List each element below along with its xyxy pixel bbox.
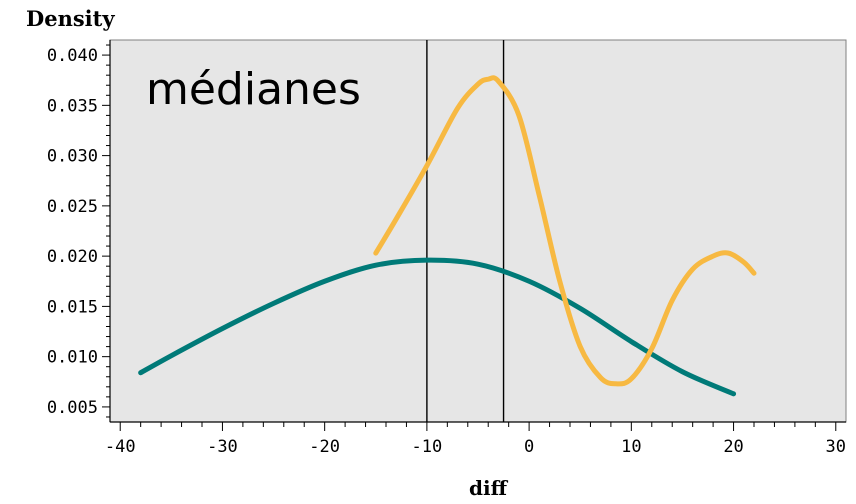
series-line-1 — [138, 257, 737, 397]
x-tick-label: 20 — [723, 437, 743, 457]
y-tick-label: 0.030 — [47, 147, 98, 167]
y-tick-label: 0.015 — [47, 297, 98, 317]
x-tick-label: -40 — [105, 437, 136, 457]
annotation-medianes: médianes — [146, 64, 361, 115]
y-tick-label: 0.010 — [47, 348, 98, 368]
x-axis-label: diff — [469, 476, 507, 500]
x-tick-label: 10 — [621, 437, 641, 457]
y-tick-label: 0.025 — [47, 197, 98, 217]
y-tick-label: 0.035 — [47, 96, 98, 116]
x-tick-label: -20 — [309, 437, 340, 457]
x-tick-label: -30 — [207, 437, 238, 457]
y-tick-label: 0.040 — [47, 46, 98, 66]
y-tick-label: 0.005 — [47, 398, 98, 418]
series-line-2 — [373, 75, 757, 387]
y-tick-label: 0.020 — [47, 247, 98, 267]
y-axis-label: Density — [26, 6, 115, 31]
x-tick-label: 0 — [524, 437, 534, 457]
plot-area — [109, 39, 847, 423]
x-tick-label: 30 — [826, 437, 846, 457]
x-tick-label: -10 — [412, 437, 443, 457]
